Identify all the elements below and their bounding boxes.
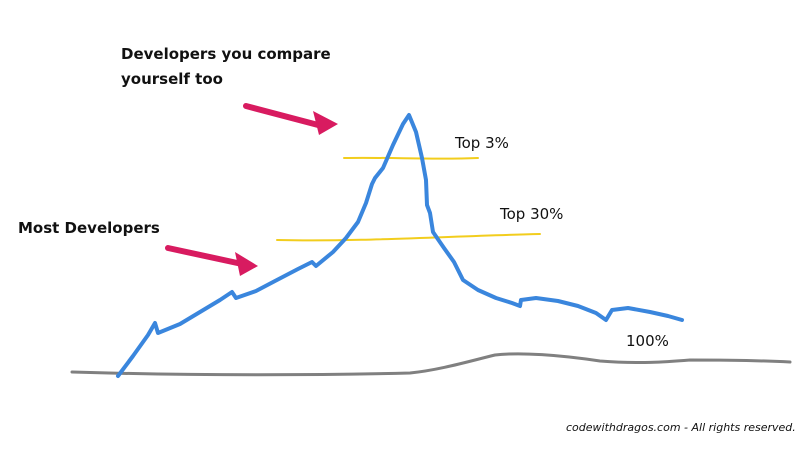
arrow-compare (243, 103, 338, 135)
baseline (70, 352, 792, 377)
label-100-percent: 100% (626, 332, 669, 350)
label-most-developers: Most Developers (18, 219, 160, 237)
distribution-curve (116, 113, 684, 378)
copyright-footer: codewithdragos.com - All rights reserved… (566, 421, 796, 434)
arrow-most (165, 245, 258, 276)
top-30-line (276, 233, 541, 242)
top-3-line (343, 156, 479, 160)
label-compare-developers: Developers you compare yourself too (121, 45, 331, 88)
label-top-3: Top 3% (455, 134, 509, 152)
label-top-30: Top 30% (500, 205, 564, 223)
